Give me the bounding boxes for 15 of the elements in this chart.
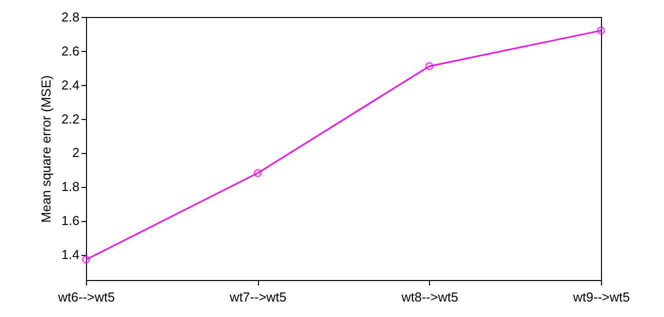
y-tick-label: 1.4: [61, 247, 80, 262]
point: [254, 169, 262, 178]
y-tick-label: 2.2: [61, 111, 80, 126]
x-tick-label: wt9-->wt5: [572, 290, 630, 304]
y-tick-label: 2.6: [61, 43, 80, 58]
x-tick-label: wt7-->wt5: [228, 290, 287, 304]
y-tick-label: 1.8: [61, 179, 80, 194]
y-tick-label: 2: [72, 145, 80, 160]
x-tick-label: wt8-->wt5: [400, 290, 458, 304]
x-tick-label: wt6-->wt5: [57, 290, 115, 304]
y-tick-label: 1.6: [61, 213, 80, 228]
y-axis-title: Mean square error (MSE): [38, 75, 54, 223]
y-tick-label: 2.8: [61, 10, 80, 24]
y-tick-label: 2.4: [61, 77, 80, 92]
point: [425, 62, 434, 70]
